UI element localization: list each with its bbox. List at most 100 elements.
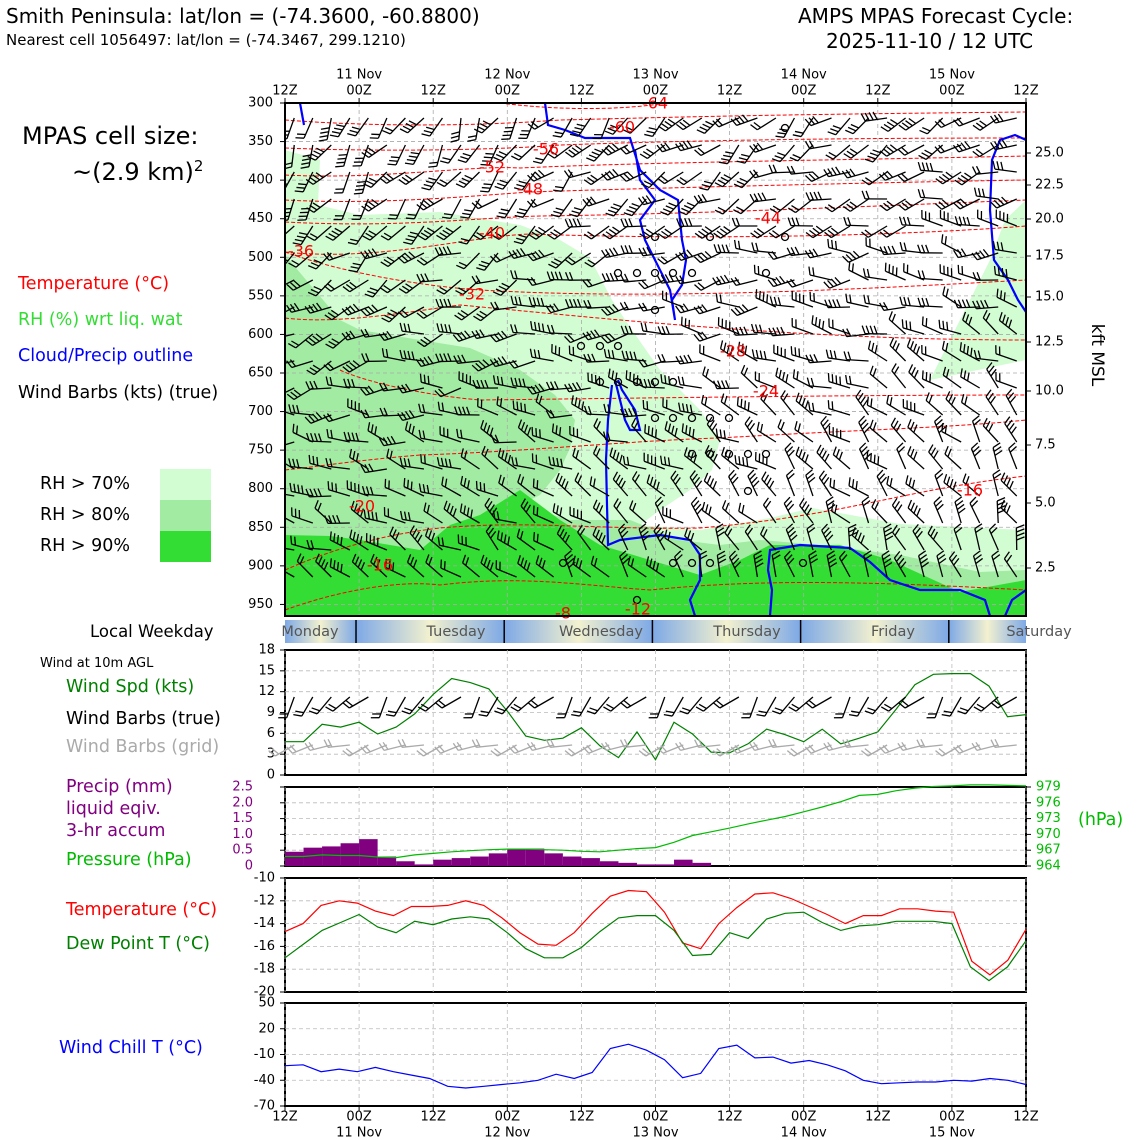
- top-date-label: 11 Nov: [336, 68, 382, 83]
- barb-flag: [775, 367, 779, 377]
- barb-flag: [439, 353, 444, 362]
- barb-flag: [809, 191, 815, 201]
- wind-barb: [326, 428, 350, 443]
- pressure-ytick-label: 967: [1036, 843, 1061, 858]
- barb-flag: [428, 177, 437, 181]
- barb-shaft: [699, 333, 721, 342]
- barb-flag: [901, 319, 904, 328]
- wind-barb: [996, 497, 1006, 524]
- barb-flag: [457, 534, 460, 544]
- wind-barb: [496, 396, 517, 416]
- barb-shaft: [703, 696, 721, 712]
- barb-flag: [592, 137, 602, 140]
- barb-flag: [867, 340, 871, 350]
- barb-flag: [383, 407, 389, 416]
- barb-shaft: [532, 198, 554, 208]
- barb-shaft: [342, 171, 351, 194]
- barb-flag: [539, 429, 541, 438]
- barb-flag: [403, 511, 407, 521]
- temperature-contour: [499, 103, 661, 110]
- barb-flag: [443, 427, 445, 437]
- wind-barb: [696, 117, 721, 134]
- wind-barb: [346, 480, 369, 497]
- barb-flag: [537, 350, 541, 359]
- barb-flag: [500, 532, 504, 542]
- temperature-label: -40: [479, 224, 505, 243]
- barb-flag: [501, 450, 505, 459]
- barb-flag: [424, 527, 430, 537]
- barb-flag: [286, 284, 294, 291]
- wind-barb: [888, 311, 907, 335]
- legend-rh70: RH > 70%: [40, 474, 131, 494]
- barb-flag: [886, 394, 890, 404]
- barb-flag: [299, 556, 305, 565]
- barb-flag: [514, 377, 518, 387]
- barb-flag: [316, 147, 325, 153]
- barb-flag: [833, 350, 837, 360]
- wind-barb: [360, 248, 388, 260]
- barb-flag: [480, 190, 489, 193]
- wind-barb: [899, 241, 925, 254]
- wind-barb: [434, 387, 462, 398]
- barb-shaft: [343, 144, 351, 167]
- wind-barb: [306, 539, 332, 551]
- barb-flag: [479, 123, 489, 129]
- barb-flag: [956, 249, 963, 258]
- barb-shaft: [718, 325, 740, 335]
- barb-flag: [520, 476, 525, 486]
- barb-flag: [384, 127, 394, 132]
- barb-flag: [425, 554, 430, 563]
- wind-barb: [323, 279, 351, 292]
- barb-flag: [371, 304, 379, 312]
- barb-flag: [817, 191, 823, 200]
- barb-flag: [514, 270, 518, 279]
- barb-flag: [297, 133, 306, 136]
- barb-flag: [351, 378, 355, 388]
- barb-flag: [763, 351, 767, 360]
- bottom-time-tick-label: 12Z: [717, 1110, 743, 1125]
- wind-barb: [510, 270, 536, 281]
- barb-shaft: [856, 696, 870, 717]
- top-time-tick-label: 00Z: [791, 84, 817, 99]
- barb-flag: [360, 329, 366, 338]
- barb-flag: [305, 488, 310, 498]
- barb-flag: [363, 307, 371, 315]
- wind-barb: [518, 117, 536, 140]
- barb-flag: [886, 475, 890, 485]
- barb-flag: [481, 260, 490, 265]
- barb-flag: [347, 241, 357, 246]
- barb-shaft: [979, 117, 999, 131]
- wind-panel-ytick-label: 15: [258, 663, 275, 678]
- barb-flag: [457, 159, 467, 163]
- calm-circle: [761, 449, 771, 459]
- barb-flag: [458, 241, 468, 245]
- barb-flag: [466, 507, 470, 517]
- barb-flag: [992, 442, 1001, 449]
- barb-flag: [411, 528, 418, 537]
- wind-barb: [553, 171, 573, 192]
- barb-flag: [446, 246, 452, 255]
- barb-flag: [379, 407, 385, 417]
- barb-shaft: [609, 225, 629, 240]
- wind-barb: [827, 400, 851, 416]
- wind-barb: [526, 276, 554, 287]
- wind-barbs-grid-label: Wind Barbs (grid): [66, 737, 220, 757]
- wind-barb: [531, 426, 554, 443]
- barb-flag: [349, 305, 356, 313]
- barb-flag: [829, 350, 833, 359]
- barb-flag: [453, 355, 459, 364]
- barb-flag: [384, 558, 388, 568]
- barb-flag: [338, 153, 348, 156]
- barb-flag: [554, 185, 564, 189]
- barb-shaft: [1004, 423, 1018, 443]
- barb-flag: [380, 287, 388, 294]
- barb-shaft: [997, 696, 1018, 709]
- barb-flag: [717, 244, 722, 253]
- barb-shaft: [656, 696, 666, 718]
- precip-panel-frame: [284, 786, 1027, 867]
- wind-barb: [399, 510, 425, 524]
- barb-flag: [424, 455, 426, 464]
- barb-flag: [360, 561, 366, 571]
- barb-flag: [518, 137, 527, 140]
- barb-flag: [478, 714, 488, 717]
